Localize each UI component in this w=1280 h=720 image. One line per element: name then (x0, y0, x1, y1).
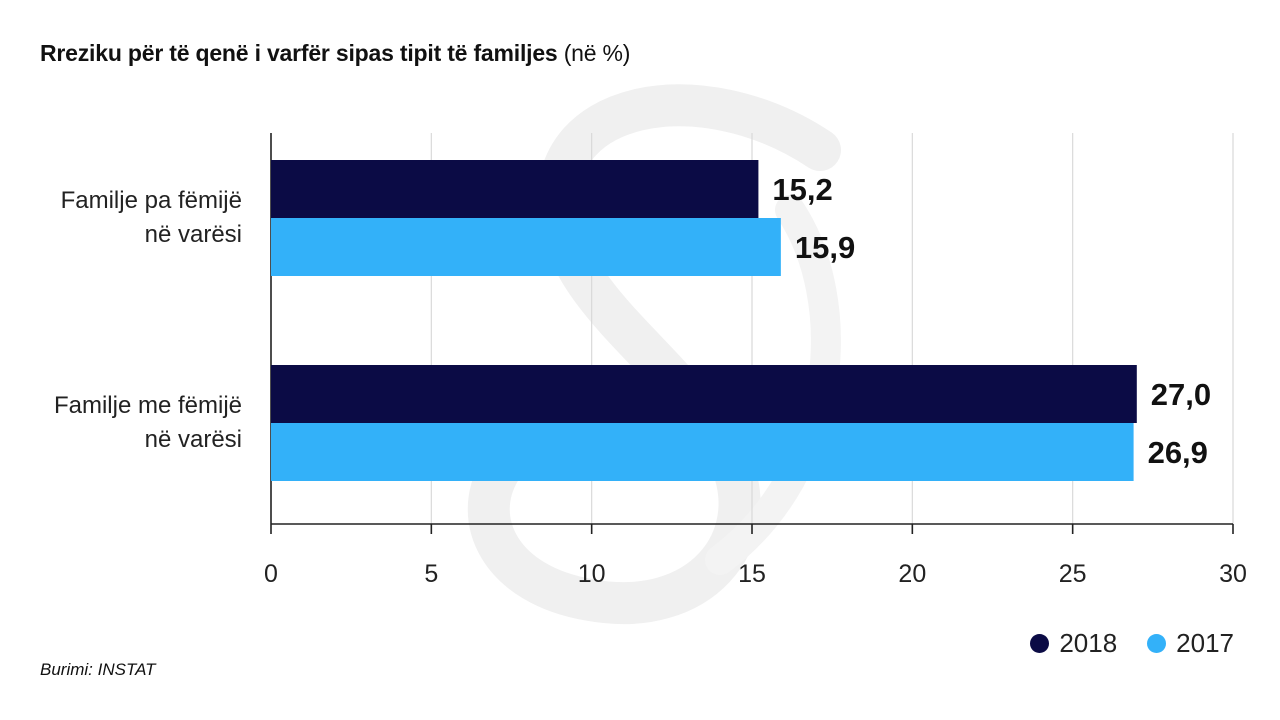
x-tick-label: 30 (1219, 560, 1247, 588)
x-tick-label: 0 (264, 560, 278, 588)
chart-title: Rreziku për të qenë i varfër sipas tipit… (40, 40, 630, 67)
legend-swatch-2018 (1030, 634, 1050, 653)
bar-2018 (271, 365, 1137, 423)
data-label-2017: 15,9 (795, 230, 855, 265)
chart-legend: 2018 2017 (1030, 628, 1234, 659)
x-tick-label: 5 (424, 560, 438, 588)
category-label: në varësi (145, 426, 242, 453)
bar-2017 (271, 423, 1134, 481)
data-label-2017: 26,9 (1148, 435, 1208, 470)
category-label: Familje pa fëmijë (61, 187, 242, 214)
category-label: Familje me fëmijë (54, 392, 242, 419)
legend-item-2018: 2018 (1030, 628, 1117, 659)
bar-2017 (271, 218, 781, 276)
x-tick-label: 20 (898, 560, 926, 588)
legend-swatch-2017 (1147, 634, 1167, 653)
data-label-2018: 15,2 (772, 172, 832, 207)
x-tick-label: 25 (1059, 560, 1087, 588)
chart-title-main: Rreziku për të qenë i varfër sipas tipit… (40, 40, 558, 66)
legend-label-2018: 2018 (1059, 628, 1118, 658)
legend-item-2017: 2017 (1147, 628, 1234, 659)
category-label: në varësi (145, 221, 242, 248)
x-tick-label: 15 (738, 560, 766, 588)
data-label-2018: 27,0 (1151, 377, 1211, 412)
x-tick-label: 10 (578, 560, 606, 588)
chart-title-unit: (në %) (563, 40, 631, 66)
bar-2018 (271, 160, 759, 218)
legend-label-2017: 2017 (1176, 628, 1234, 658)
source-note: Burimi: INSTAT (40, 660, 156, 679)
